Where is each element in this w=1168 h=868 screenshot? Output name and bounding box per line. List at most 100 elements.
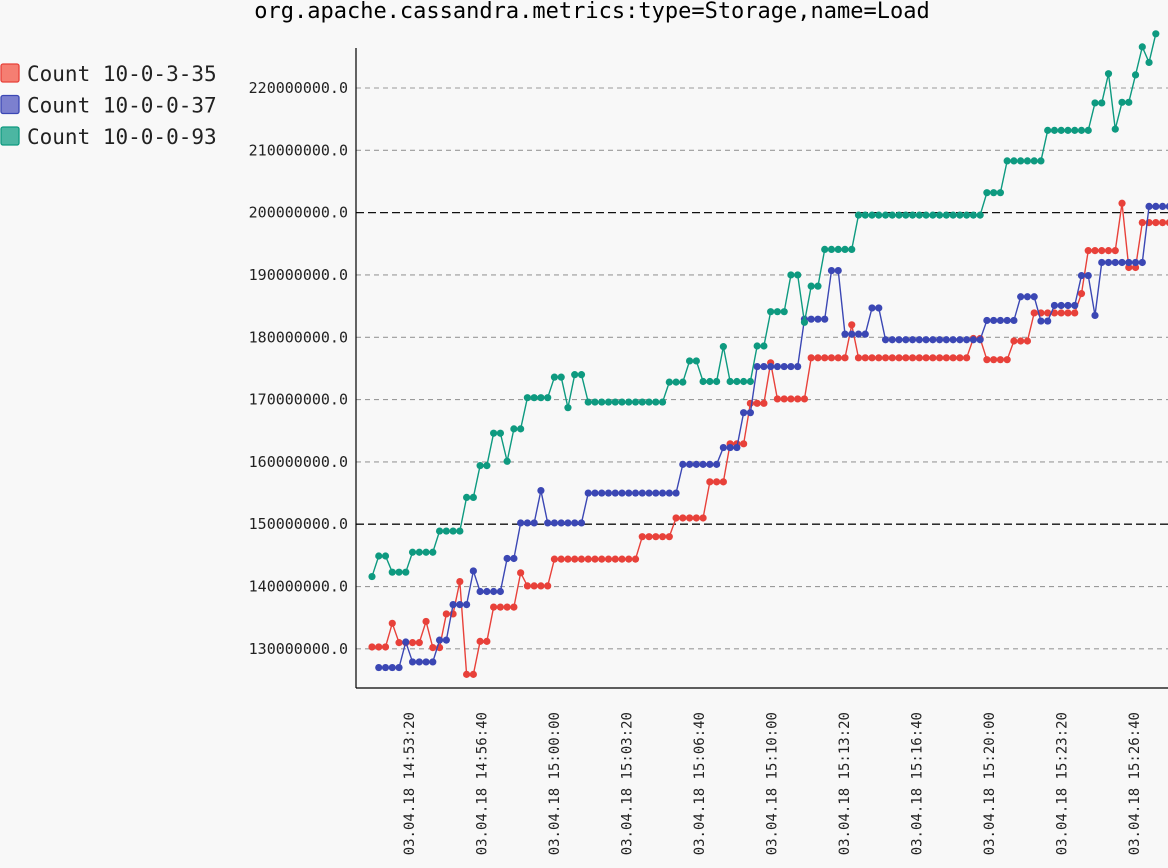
data-point xyxy=(834,245,842,253)
data-point xyxy=(881,354,890,362)
data-point xyxy=(733,443,741,452)
data-point xyxy=(996,356,1005,364)
data-point xyxy=(591,555,599,563)
data-point xyxy=(435,527,444,535)
data-point xyxy=(517,569,525,577)
data-point xyxy=(1098,247,1106,255)
data-point xyxy=(875,211,883,219)
data-point xyxy=(861,330,869,338)
data-point xyxy=(908,336,917,344)
data-point xyxy=(922,211,930,219)
data-point xyxy=(1158,202,1167,210)
data-point xyxy=(753,362,761,371)
data-point xyxy=(476,462,484,470)
data-point xyxy=(645,533,653,541)
data-point xyxy=(530,519,538,527)
data-point xyxy=(1131,71,1140,79)
data-point xyxy=(618,489,626,497)
data-point xyxy=(1010,157,1018,165)
data-point xyxy=(584,398,592,406)
data-point xyxy=(1044,317,1052,325)
data-point xyxy=(956,336,964,344)
data-point xyxy=(571,555,579,563)
series-line-2 xyxy=(371,33,1157,577)
series-1 xyxy=(375,202,1168,672)
data-point xyxy=(564,555,572,563)
data-point xyxy=(456,527,464,535)
data-point xyxy=(881,336,890,344)
data-point xyxy=(942,354,950,362)
data-point xyxy=(861,354,869,362)
data-point xyxy=(564,519,572,527)
data-point xyxy=(773,308,782,316)
data-point xyxy=(1091,247,1099,255)
data-point xyxy=(875,304,883,312)
data-point xyxy=(821,354,829,362)
data-point xyxy=(415,639,423,647)
data-point xyxy=(1152,219,1160,227)
data-point xyxy=(949,336,957,344)
data-point xyxy=(983,189,991,197)
data-point xyxy=(848,330,856,338)
y-tick-label-8: 210000000.0 xyxy=(249,141,348,159)
data-point xyxy=(611,555,619,563)
data-point xyxy=(935,336,944,344)
data-point xyxy=(645,398,653,406)
data-point xyxy=(550,519,559,527)
data-point xyxy=(584,555,592,563)
data-point xyxy=(800,318,809,326)
data-point xyxy=(517,519,525,527)
data-point xyxy=(868,304,876,312)
data-point xyxy=(976,336,984,344)
data-point xyxy=(902,336,910,344)
data-point xyxy=(604,398,613,406)
grid-lines xyxy=(356,87,1168,650)
data-point xyxy=(746,399,754,407)
data-point xyxy=(469,567,477,575)
data-point xyxy=(773,362,782,371)
data-point xyxy=(868,211,876,219)
data-point xyxy=(395,663,403,672)
data-point xyxy=(625,489,633,497)
data-point xyxy=(584,489,592,497)
data-point xyxy=(638,489,646,497)
data-point xyxy=(854,330,863,338)
data-point xyxy=(652,398,660,406)
data-point xyxy=(685,460,694,468)
data-point xyxy=(814,354,822,362)
data-point xyxy=(625,398,633,406)
data-point xyxy=(463,601,471,609)
data-point xyxy=(503,554,511,563)
data-point xyxy=(767,362,775,371)
data-point xyxy=(1064,309,1072,317)
data-point xyxy=(814,315,822,323)
data-point xyxy=(1030,293,1038,301)
data-point xyxy=(1145,58,1153,67)
data-point xyxy=(794,271,802,279)
data-point xyxy=(807,315,815,323)
data-point xyxy=(1077,290,1086,298)
data-point xyxy=(1098,258,1106,267)
data-point xyxy=(990,189,998,197)
x-tick-label-1: 03.04.18 14:56:40 xyxy=(475,712,491,855)
data-point xyxy=(665,533,673,541)
data-point xyxy=(469,493,477,502)
data-point xyxy=(841,245,849,253)
data-point xyxy=(1104,70,1113,78)
data-point xyxy=(1037,317,1045,325)
data-point xyxy=(1125,98,1133,106)
y-tick-label-3: 160000000.0 xyxy=(249,453,348,471)
data-point xyxy=(483,462,491,470)
data-point xyxy=(740,409,748,417)
legend-swatch-0 xyxy=(0,63,20,83)
data-point xyxy=(719,343,727,351)
data-point xyxy=(719,478,727,486)
data-point xyxy=(861,211,869,219)
data-point xyxy=(963,211,971,219)
data-point xyxy=(760,399,768,407)
data-point xyxy=(767,308,775,316)
data-point xyxy=(1138,43,1146,51)
series-line-0 xyxy=(372,203,1168,676)
data-point xyxy=(375,552,383,560)
